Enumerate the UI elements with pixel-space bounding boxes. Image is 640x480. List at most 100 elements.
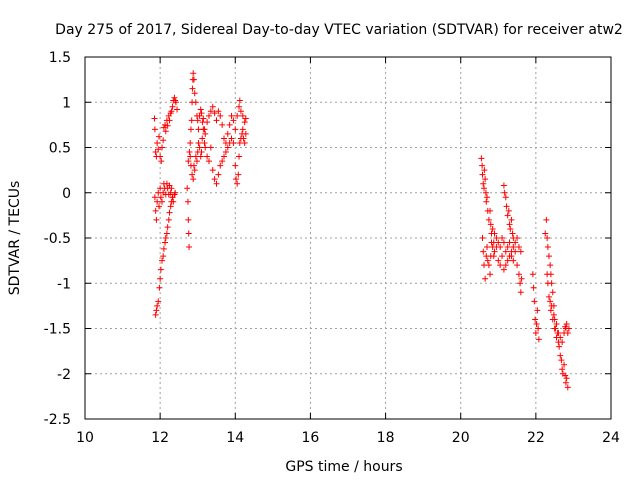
data-point-plus [199, 135, 206, 142]
data-point-plus [517, 248, 524, 255]
data-point-plus [193, 158, 200, 165]
data-point-plus [185, 216, 192, 223]
y-tick-label: 1.5 [49, 50, 71, 66]
data-point-plus [518, 275, 525, 282]
data-point-plus [190, 176, 197, 183]
data-point-plus [162, 121, 169, 128]
y-tick-label: -2.5 [44, 412, 71, 428]
data-point-plus [235, 171, 242, 178]
data-point-plus [546, 253, 553, 260]
data-point-plus [564, 330, 571, 337]
data-point-plus [234, 112, 241, 119]
data-point-plus [187, 126, 194, 133]
y-tick-label: 1 [62, 95, 71, 111]
data-point-plus [200, 126, 207, 133]
data-point-plus [502, 262, 509, 269]
data-point-plus [202, 144, 209, 151]
data-point-plus [186, 244, 193, 251]
data-point-plus [217, 162, 224, 169]
data-point-plus [531, 298, 538, 305]
data-points [151, 70, 572, 391]
data-point-plus [171, 94, 178, 101]
data-point-plus [219, 121, 226, 128]
data-point-plus [547, 307, 554, 314]
y-tick-label: -1.5 [44, 322, 71, 338]
data-point-plus [535, 325, 542, 332]
data-point-plus [542, 230, 549, 237]
x-tick-label: 22 [527, 430, 545, 446]
y-tick-label: -0.5 [44, 231, 71, 247]
data-point-plus [204, 119, 211, 126]
data-point-plus [547, 298, 554, 305]
data-point-plus [510, 244, 517, 251]
data-point-plus [228, 112, 235, 119]
data-point-plus [172, 99, 179, 106]
data-point-plus [493, 235, 500, 241]
data-point-plus [561, 361, 568, 368]
data-point-plus [558, 357, 565, 364]
data-point-plus [232, 162, 239, 169]
data-point-plus [200, 115, 207, 122]
data-point-plus [166, 209, 173, 216]
data-point-plus [551, 325, 558, 332]
data-point-plus [487, 271, 494, 278]
data-point-plus [211, 176, 218, 183]
data-point-plus [503, 203, 510, 210]
data-point-plus [544, 244, 551, 251]
data-point-plus [483, 198, 490, 205]
data-point-plus [510, 257, 517, 264]
data-point-plus [556, 343, 563, 350]
data-point-plus [230, 117, 237, 124]
data-point-plus [195, 139, 202, 146]
x-tick-label: 12 [151, 430, 169, 446]
data-point-plus [205, 112, 212, 119]
data-point-plus [517, 289, 524, 296]
data-point-plus [157, 275, 164, 282]
data-point-plus [506, 253, 513, 260]
data-point-plus [164, 224, 171, 231]
data-point-plus [151, 115, 158, 122]
data-point-plus [167, 203, 174, 210]
data-point-plus [154, 139, 161, 146]
data-point-plus [237, 108, 244, 115]
data-point-plus [549, 289, 556, 296]
data-point-plus [487, 221, 494, 228]
data-point-plus [482, 176, 489, 183]
y-tick-label: -2 [57, 367, 71, 383]
data-point-plus [504, 212, 511, 219]
data-point-plus [166, 117, 173, 124]
data-point-plus [529, 271, 536, 278]
data-point-plus [555, 330, 562, 337]
data-point-plus [185, 158, 192, 165]
data-point-plus [168, 185, 175, 192]
data-point-plus [508, 216, 515, 223]
data-point-plus [544, 280, 551, 287]
data-point-plus [490, 253, 497, 260]
data-point-plus [160, 253, 167, 260]
x-axis-label: GPS time / hours [285, 459, 402, 475]
data-point-plus [209, 103, 216, 110]
data-point-plus [228, 135, 235, 142]
data-point-plus [506, 239, 513, 246]
data-point-plus [154, 302, 161, 309]
data-point-plus [156, 203, 163, 210]
y-tick-label: -1 [57, 276, 71, 292]
data-point-plus [482, 275, 489, 282]
data-point-plus [500, 266, 507, 273]
data-point-plus [557, 352, 564, 359]
data-point-plus [515, 271, 522, 278]
data-point-plus [188, 117, 195, 124]
data-point-plus [563, 320, 570, 327]
data-point-plus [241, 119, 248, 126]
data-point-plus [207, 108, 214, 115]
x-tick-label: 10 [76, 430, 94, 446]
data-point-plus [543, 216, 550, 223]
data-point-plus [242, 115, 249, 122]
data-point-plus [174, 106, 181, 113]
data-point-plus [186, 149, 193, 156]
data-point-plus [217, 112, 224, 119]
data-point-plus [562, 379, 569, 386]
data-point-plus [532, 316, 539, 323]
data-point-plus [222, 149, 229, 156]
data-point-plus [512, 239, 519, 246]
